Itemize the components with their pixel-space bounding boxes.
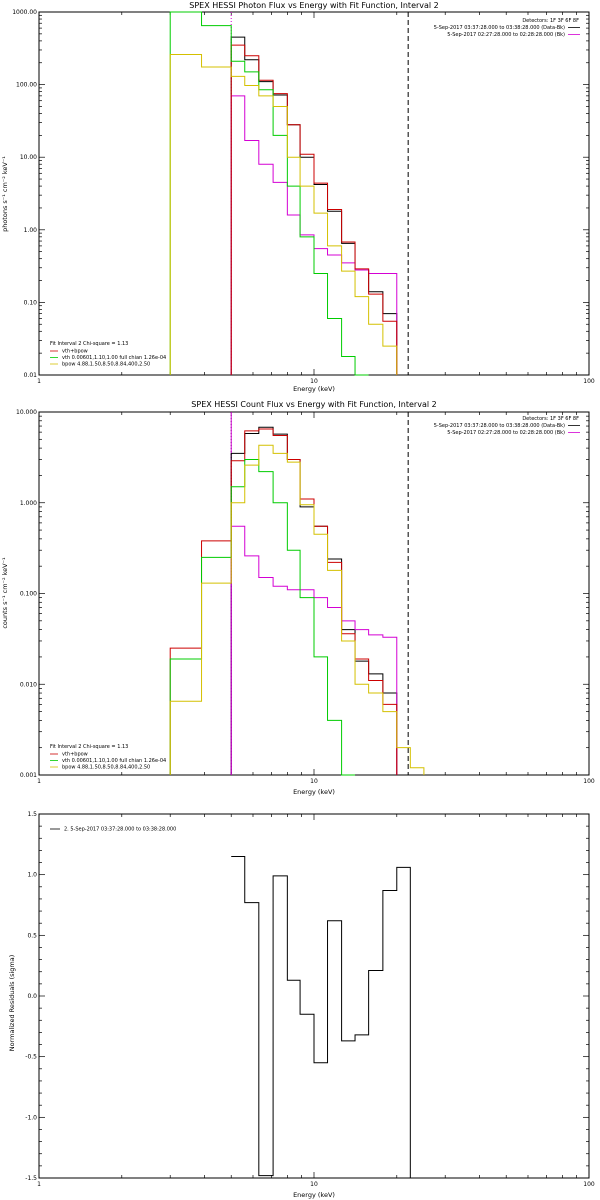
count-fit-vth-label: vth 0.00601,1.10,1.00 full chian 1.26e-0… [62,758,166,764]
count-flux-ylabel: counts s⁻¹ cm⁻² keV⁻¹ [1,557,9,629]
count-fit-vth-entry: vth 0.00601,1.10,1.00 full chian 1.26e-0… [50,758,166,764]
photon-series-vth-bpow [230,44,398,375]
photon-fit-bpow-label: bpow 4.88,1.50,8.50,8.84,400,2.50 [62,362,150,368]
residuals-legend: 2. 5-Sep-2017 03:37:28.000 to 03:38:28.0… [50,827,176,833]
residuals-xlabel: Energy (keV) [293,1191,335,1199]
photon-series-bpow [169,53,398,375]
photon-flux-ylabel: photons s⁻¹ cm⁻² keV⁻¹ [1,156,9,232]
residuals-ylabel: Normalized Residuals (sigma) [8,955,16,1052]
photon-ytick-label: 1.00 [24,227,38,234]
resid-ytick-label: 0.0 [27,993,37,1000]
photon-fit-vth-entry: vth 0.00601,1.10,1.00 full chian 1.26e-0… [50,355,166,361]
resid-xtick-label: 10 [310,1181,318,1188]
photon-info-bk-interval: 5-Sep-2017 02:27:28.000 to 02:28:28.000 … [447,32,580,38]
count-flux-title: SPEX HESSI Count Flux vs Energy with Fit… [191,400,436,409]
count-ytick-label: 0.100 [20,591,37,598]
count-xtick-label: 100 [583,778,595,785]
photon-ytick-label: 100.00 [16,82,37,89]
count-flux-panel: SPEX HESSI Count Flux vs Energy with Fit… [1,400,595,796]
count-ytick-label: 0.010 [20,681,37,688]
residuals-legend-label: 2. 5-Sep-2017 03:37:28.000 to 03:38:28.0… [64,827,176,833]
photon-fit-bpow-entry: bpow 4.88,1.50,8.50,8.84,400,2.50 [50,362,150,368]
photon-fit-total-entry: vth+bpow [50,349,88,355]
count-ytick-label: 0.001 [20,772,37,779]
photon-xtick-label: 100 [583,378,595,385]
residuals-panel: Normalized Residuals (sigma) Energy (keV… [8,811,595,1199]
resid-ytick-label: 1.0 [27,872,37,879]
photon-flux-xlabel: Energy (keV) [293,385,335,393]
photon-info-data-label: 5-Sep-2017 03:37:28.000 to 03:38:28.000 … [434,25,565,31]
count-info-data-label: 5-Sep-2017 03:37:28.000 to 03:38:28.000 … [434,423,565,429]
count-fit-bpow-label: bpow 4.88,1.50,8.50,8.84,400,2.50 [62,765,150,771]
photon-flux-title: SPEX HESSI Photon Flux vs Energy with Fi… [189,1,439,10]
count-info-detectors: Detectors: 1F 3F 6F 8F [522,416,579,422]
count-info-bk-interval: 5-Sep-2017 02:27:28.000 to 02:28:28.000 … [447,430,580,436]
resid-xtick-label: 1 [37,1181,41,1188]
photon-info-bk-label: 5-Sep-2017 02:27:28.000 to 02:28:28.000 … [447,32,565,38]
photon-xtick-label: 1 [37,378,41,385]
count-info-data-interval: 5-Sep-2017 03:37:28.000 to 03:38:28.000 … [434,423,580,429]
count-series-vth [169,458,356,776]
resid-series-2-5-sep-2017-03-37-28-000-to-03-38-28-000 [231,855,411,1178]
count-fit-chisq: Fit Interval 2 Chi-square = 1.13 [50,744,128,750]
count-ytick-label: 10.000 [16,409,37,416]
photon-flux-panel: SPEX HESSI Photon Flux vs Energy with Fi… [1,1,595,393]
resid-ytick-label: -0.5 [25,1054,37,1061]
resid-ytick-label: -1.5 [25,1175,37,1182]
count-info-bk-label: 5-Sep-2017 02:27:28.000 to 02:28:28.000 … [447,430,565,436]
resid-xtick-label: 100 [583,1181,595,1188]
count-xtick-label: 10 [310,778,318,785]
count-fit-bpow-entry: bpow 4.88,1.50,8.50,8.84,400,2.50 [50,765,150,771]
photon-fit-vth-label: vth 0.00601,1.10,1.00 full chian 1.26e-0… [62,355,166,361]
count-series-bpow [169,444,425,775]
resid-ytick-label: -1.0 [25,1114,37,1121]
count-flux-xlabel: Energy (keV) [293,788,335,796]
count-xtick-label: 1 [37,778,41,785]
count-fit-total-label: vth+bpow [62,752,88,758]
resid-ytick-label: 1.5 [27,811,37,818]
resid-ytick-label: 0.5 [27,932,37,939]
count-fit-total-entry: vth+bpow [50,752,88,758]
photon-fit-total-label: vth+bpow [62,349,88,355]
photon-info-detectors: Detectors: 1F 3F 6F 8F [522,18,579,24]
photon-ytick-label: 0.10 [24,299,38,306]
photon-info-data-interval: 5-Sep-2017 03:37:28.000 to 03:38:28.000 … [434,25,580,31]
photon-ytick-label: 10.00 [20,154,37,161]
count-ytick-label: 1.000 [20,500,37,507]
photon-fit-chisq: Fit Interval 2 Chi-square = 1.13 [50,341,128,347]
photon-ytick-label: 0.01 [24,372,38,379]
photon-ytick-label: 1000.00 [12,9,37,16]
photon-xtick-label: 10 [310,378,318,385]
